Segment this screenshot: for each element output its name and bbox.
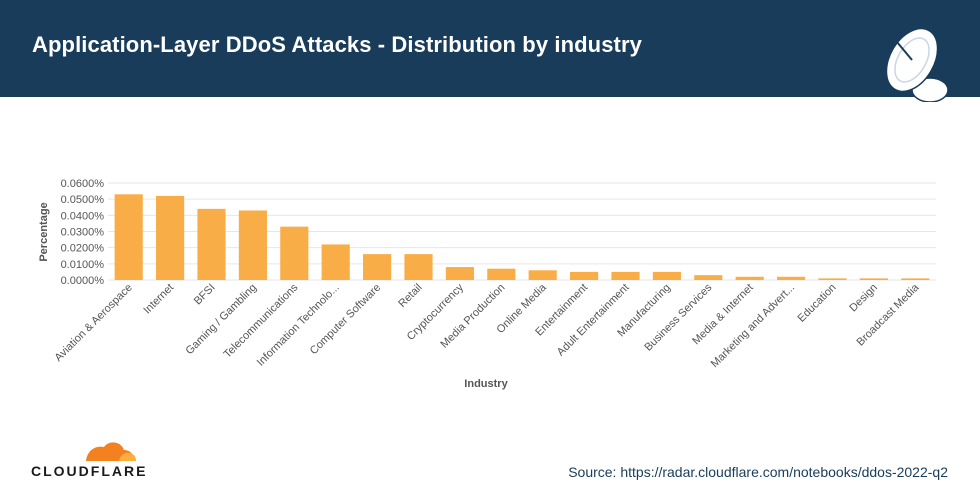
x-tick-label: Design [847, 282, 880, 315]
x-tick-label: Internet [141, 282, 176, 317]
bar[interactable] [280, 226, 309, 280]
y-axis-ticks: 0.0000% 0.0100% 0.0200% 0.0300% 0.0400% 0.050… [61, 178, 105, 287]
x-axis-title: Industry [464, 378, 508, 390]
x-tick-label: Aviation & Aerospace [53, 282, 135, 364]
cloudflare-cloud-icon [86, 442, 136, 461]
y-tick-label: 0.0000% [61, 275, 105, 287]
bar[interactable] [197, 208, 226, 280]
header-banner: Application-Layer DDoS Attacks - Distrib… [0, 0, 980, 102]
bar[interactable] [859, 278, 888, 280]
bar[interactable] [445, 267, 474, 280]
x-tick-label: Education [796, 282, 839, 325]
bar[interactable] [694, 275, 723, 280]
bar-chart: 0.0000% 0.0100% 0.0200% 0.0300% 0.0400% 0.050… [38, 178, 936, 390]
x-tick-label: Information Technolo... [255, 282, 342, 369]
y-tick-label: 0.0600% [61, 178, 105, 190]
y-tick-label: 0.0100% [61, 259, 105, 271]
bar[interactable] [321, 244, 350, 280]
bar[interactable] [652, 271, 681, 280]
bar[interactable] [404, 254, 433, 280]
bar[interactable] [611, 271, 640, 280]
bar[interactable] [156, 195, 185, 280]
chart-bars [114, 194, 930, 280]
bar[interactable] [238, 210, 267, 280]
cloudflare-logo-text: CLOUDFLARE [31, 463, 148, 479]
bar[interactable] [818, 278, 847, 280]
bar[interactable] [570, 271, 599, 280]
bar[interactable] [363, 254, 392, 280]
bar[interactable] [487, 268, 516, 280]
x-tick-label: Marketing and Advert... [709, 282, 797, 370]
bar[interactable] [901, 278, 930, 280]
y-tick-label: 0.0300% [61, 227, 105, 239]
source-text: Source: https://radar.cloudflare.com/not… [568, 464, 948, 480]
bar[interactable] [114, 194, 143, 280]
x-tick-label: BFSI [192, 282, 218, 308]
y-tick-label: 0.0200% [61, 243, 105, 255]
x-tick-label: Retail [396, 282, 424, 310]
chart-grid [108, 182, 936, 281]
y-tick-label: 0.0400% [61, 210, 105, 222]
satellite-dish-icon [885, 27, 949, 102]
x-tick-label: Gaming / Gambling [184, 282, 259, 357]
x-tick-label: Telecommunications [221, 281, 300, 360]
y-axis-title: Percentage [38, 202, 50, 261]
x-tick-label: Computer Software [308, 282, 383, 357]
x-tick-label: Adult Entertainment [555, 282, 632, 359]
bar[interactable] [735, 276, 764, 280]
bar[interactable] [528, 270, 557, 280]
bar[interactable] [777, 276, 806, 280]
y-tick-label: 0.0500% [61, 194, 105, 206]
page-title: Application-Layer DDoS Attacks - Distrib… [32, 32, 642, 57]
